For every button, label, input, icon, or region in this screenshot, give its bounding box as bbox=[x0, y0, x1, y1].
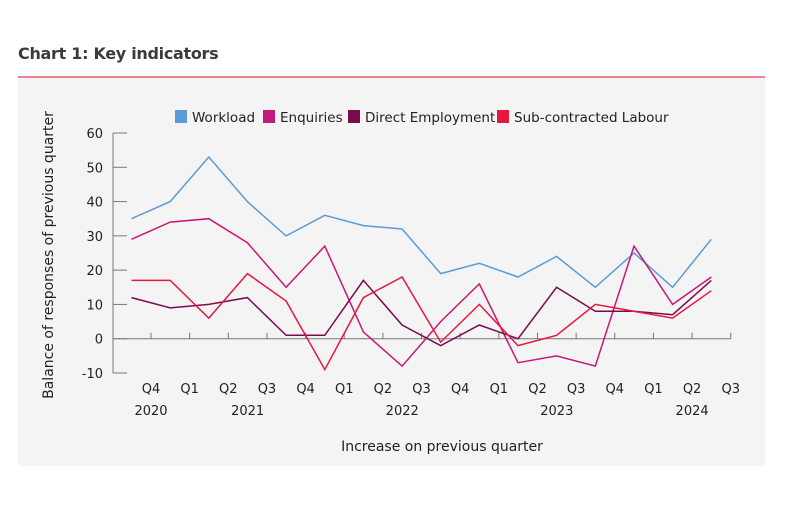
legend-label: Sub-contracted Labour bbox=[514, 110, 669, 126]
chart-panel bbox=[18, 78, 765, 466]
x-axis-label: Increase on previous quarter bbox=[341, 439, 543, 455]
x-tick-label: Q1 bbox=[644, 382, 663, 397]
y-tick-label: 30 bbox=[86, 230, 103, 245]
year-label: 2023 bbox=[540, 404, 573, 419]
year-label: 2024 bbox=[676, 404, 709, 419]
x-tick-label: Q2 bbox=[683, 382, 702, 397]
x-tick-label: Q4 bbox=[606, 382, 625, 397]
x-tick-label: Q4 bbox=[142, 382, 161, 397]
y-tick-label: -10 bbox=[82, 367, 103, 382]
x-tick-label: Q1 bbox=[180, 382, 199, 397]
x-tick-label: Q2 bbox=[374, 382, 393, 397]
legend-label: Enquiries bbox=[280, 110, 343, 126]
x-tick-label: Q3 bbox=[258, 382, 277, 397]
x-tick-label: Q4 bbox=[296, 382, 315, 397]
x-tick-label: Q3 bbox=[412, 382, 431, 397]
legend-label: Direct Employment bbox=[365, 110, 495, 126]
x-tick-label: Q1 bbox=[335, 382, 354, 397]
x-tick-label: Q2 bbox=[219, 382, 238, 397]
x-tick-label: Q1 bbox=[490, 382, 509, 397]
y-tick-label: 0 bbox=[95, 333, 103, 348]
legend-swatch bbox=[348, 110, 360, 123]
year-label: 2020 bbox=[134, 404, 167, 419]
year-label: 2021 bbox=[231, 404, 264, 419]
y-axis-label: Balance of responses of previous quarter bbox=[41, 111, 57, 399]
y-tick-label: 50 bbox=[86, 161, 103, 176]
y-tick-label: 20 bbox=[86, 264, 103, 279]
y-tick-label: 60 bbox=[86, 127, 103, 142]
year-label: 2022 bbox=[386, 404, 419, 419]
x-tick-label: Q2 bbox=[528, 382, 547, 397]
x-tick-label: Q3 bbox=[567, 382, 586, 397]
series-line-enquiries bbox=[131, 217, 712, 368]
legend-swatch bbox=[175, 110, 187, 123]
x-tick-label: Q4 bbox=[451, 382, 470, 397]
legend-label: Workload bbox=[192, 110, 255, 126]
y-tick-label: 40 bbox=[86, 196, 103, 211]
series-line-sub-contracted-labour bbox=[131, 272, 712, 372]
legend-swatch bbox=[497, 110, 509, 123]
x-tick-label: Q3 bbox=[721, 382, 740, 397]
chart-title: Chart 1: Key indicators bbox=[18, 44, 219, 63]
series-line-workload bbox=[131, 155, 712, 289]
title-divider bbox=[18, 76, 765, 78]
series-line-direct-employment bbox=[131, 279, 712, 347]
legend-swatch bbox=[263, 110, 275, 123]
y-tick-label: 10 bbox=[86, 298, 103, 313]
